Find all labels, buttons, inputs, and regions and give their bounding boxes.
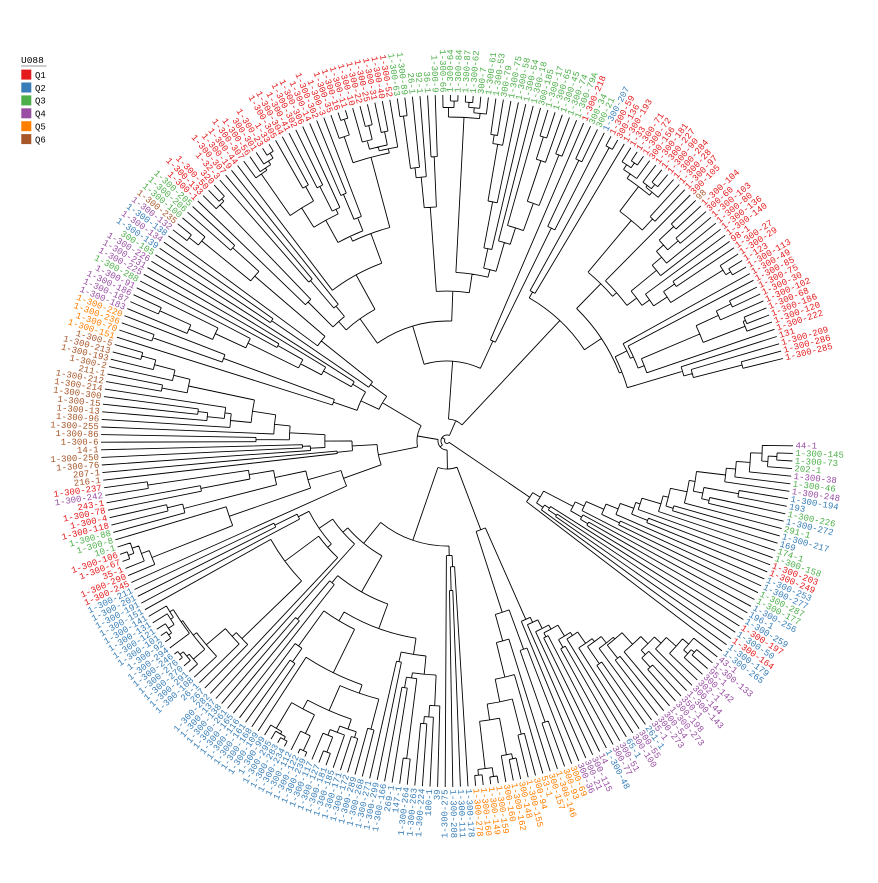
svg-text:169: 169 — [778, 540, 796, 554]
svg-text:1-300-178: 1-300-178 — [463, 789, 476, 838]
svg-text:1-300-62: 1-300-62 — [469, 50, 482, 94]
svg-text:1-300-84: 1-300-84 — [453, 49, 464, 93]
svg-text:1-300-250: 1-300-250 — [50, 453, 99, 465]
svg-text:1-300-96: 1-300-96 — [56, 412, 100, 425]
svg-text:Q6: Q6 — [35, 135, 46, 145]
svg-text:1-300-38: 1-300-38 — [793, 472, 837, 486]
svg-text:216-1: 216-1 — [73, 476, 101, 489]
svg-text:92-1: 92-1 — [413, 72, 425, 94]
svg-text:1-300-87: 1-300-87 — [461, 50, 473, 94]
svg-text:300-7: 300-7 — [476, 67, 489, 95]
svg-text:193: 193 — [788, 502, 806, 515]
svg-text:1-300-76: 1-300-76 — [56, 461, 100, 474]
svg-text:Q3: Q3 — [35, 97, 46, 107]
svg-text:1-300-9: 1-300-9 — [428, 55, 439, 93]
svg-text:202-1: 202-1 — [794, 464, 822, 476]
svg-text:1-300-208: 1-300-208 — [447, 789, 458, 838]
svg-text:1-300-111: 1-300-111 — [455, 789, 467, 838]
svg-text:1-300-275: 1-300-275 — [440, 789, 450, 838]
svg-text:131: 131 — [778, 326, 796, 340]
svg-text:1-300-64: 1-300-64 — [446, 49, 456, 92]
svg-text:Q4: Q4 — [35, 110, 46, 120]
svg-text:1-300-145: 1-300-145 — [795, 449, 844, 461]
svg-text:1-300-6: 1-300-6 — [61, 438, 99, 448]
svg-text:1-300-66: 1-300-66 — [437, 49, 448, 92]
svg-text:1-300-255: 1-300-255 — [50, 420, 99, 432]
svg-text:207-1: 207-1 — [73, 468, 101, 480]
svg-text:243-1: 243-1 — [77, 499, 105, 514]
svg-text:U088: U088 — [21, 55, 44, 66]
svg-text:1-300-224: 1-300-224 — [414, 788, 427, 837]
svg-text:269-1: 269-1 — [383, 784, 397, 812]
svg-text:1-300-15: 1-300-15 — [57, 395, 101, 410]
svg-text:1-300-73: 1-300-73 — [795, 457, 839, 469]
svg-text:14-1: 14-1 — [77, 445, 99, 456]
svg-text:1-300-13: 1-300-13 — [56, 403, 100, 417]
svg-text:1-300-278: 1-300-278 — [470, 788, 484, 837]
svg-text:Q5: Q5 — [35, 123, 46, 133]
svg-text:26-1: 26-1 — [405, 72, 417, 94]
svg-text:1-300-86: 1-300-86 — [55, 429, 98, 440]
svg-text:1-300-263: 1-300-263 — [405, 788, 419, 837]
svg-text:Q1: Q1 — [35, 71, 46, 81]
svg-text:147-1: 147-1 — [391, 786, 405, 814]
svg-text:180-1: 180-1 — [424, 789, 435, 816]
svg-text:36-1: 36-1 — [421, 71, 432, 93]
svg-text:39: 39 — [433, 789, 443, 800]
svg-text:44-1: 44-1 — [795, 441, 817, 451]
svg-text:14: 14 — [596, 752, 610, 766]
svg-text:Q2: Q2 — [35, 84, 46, 94]
